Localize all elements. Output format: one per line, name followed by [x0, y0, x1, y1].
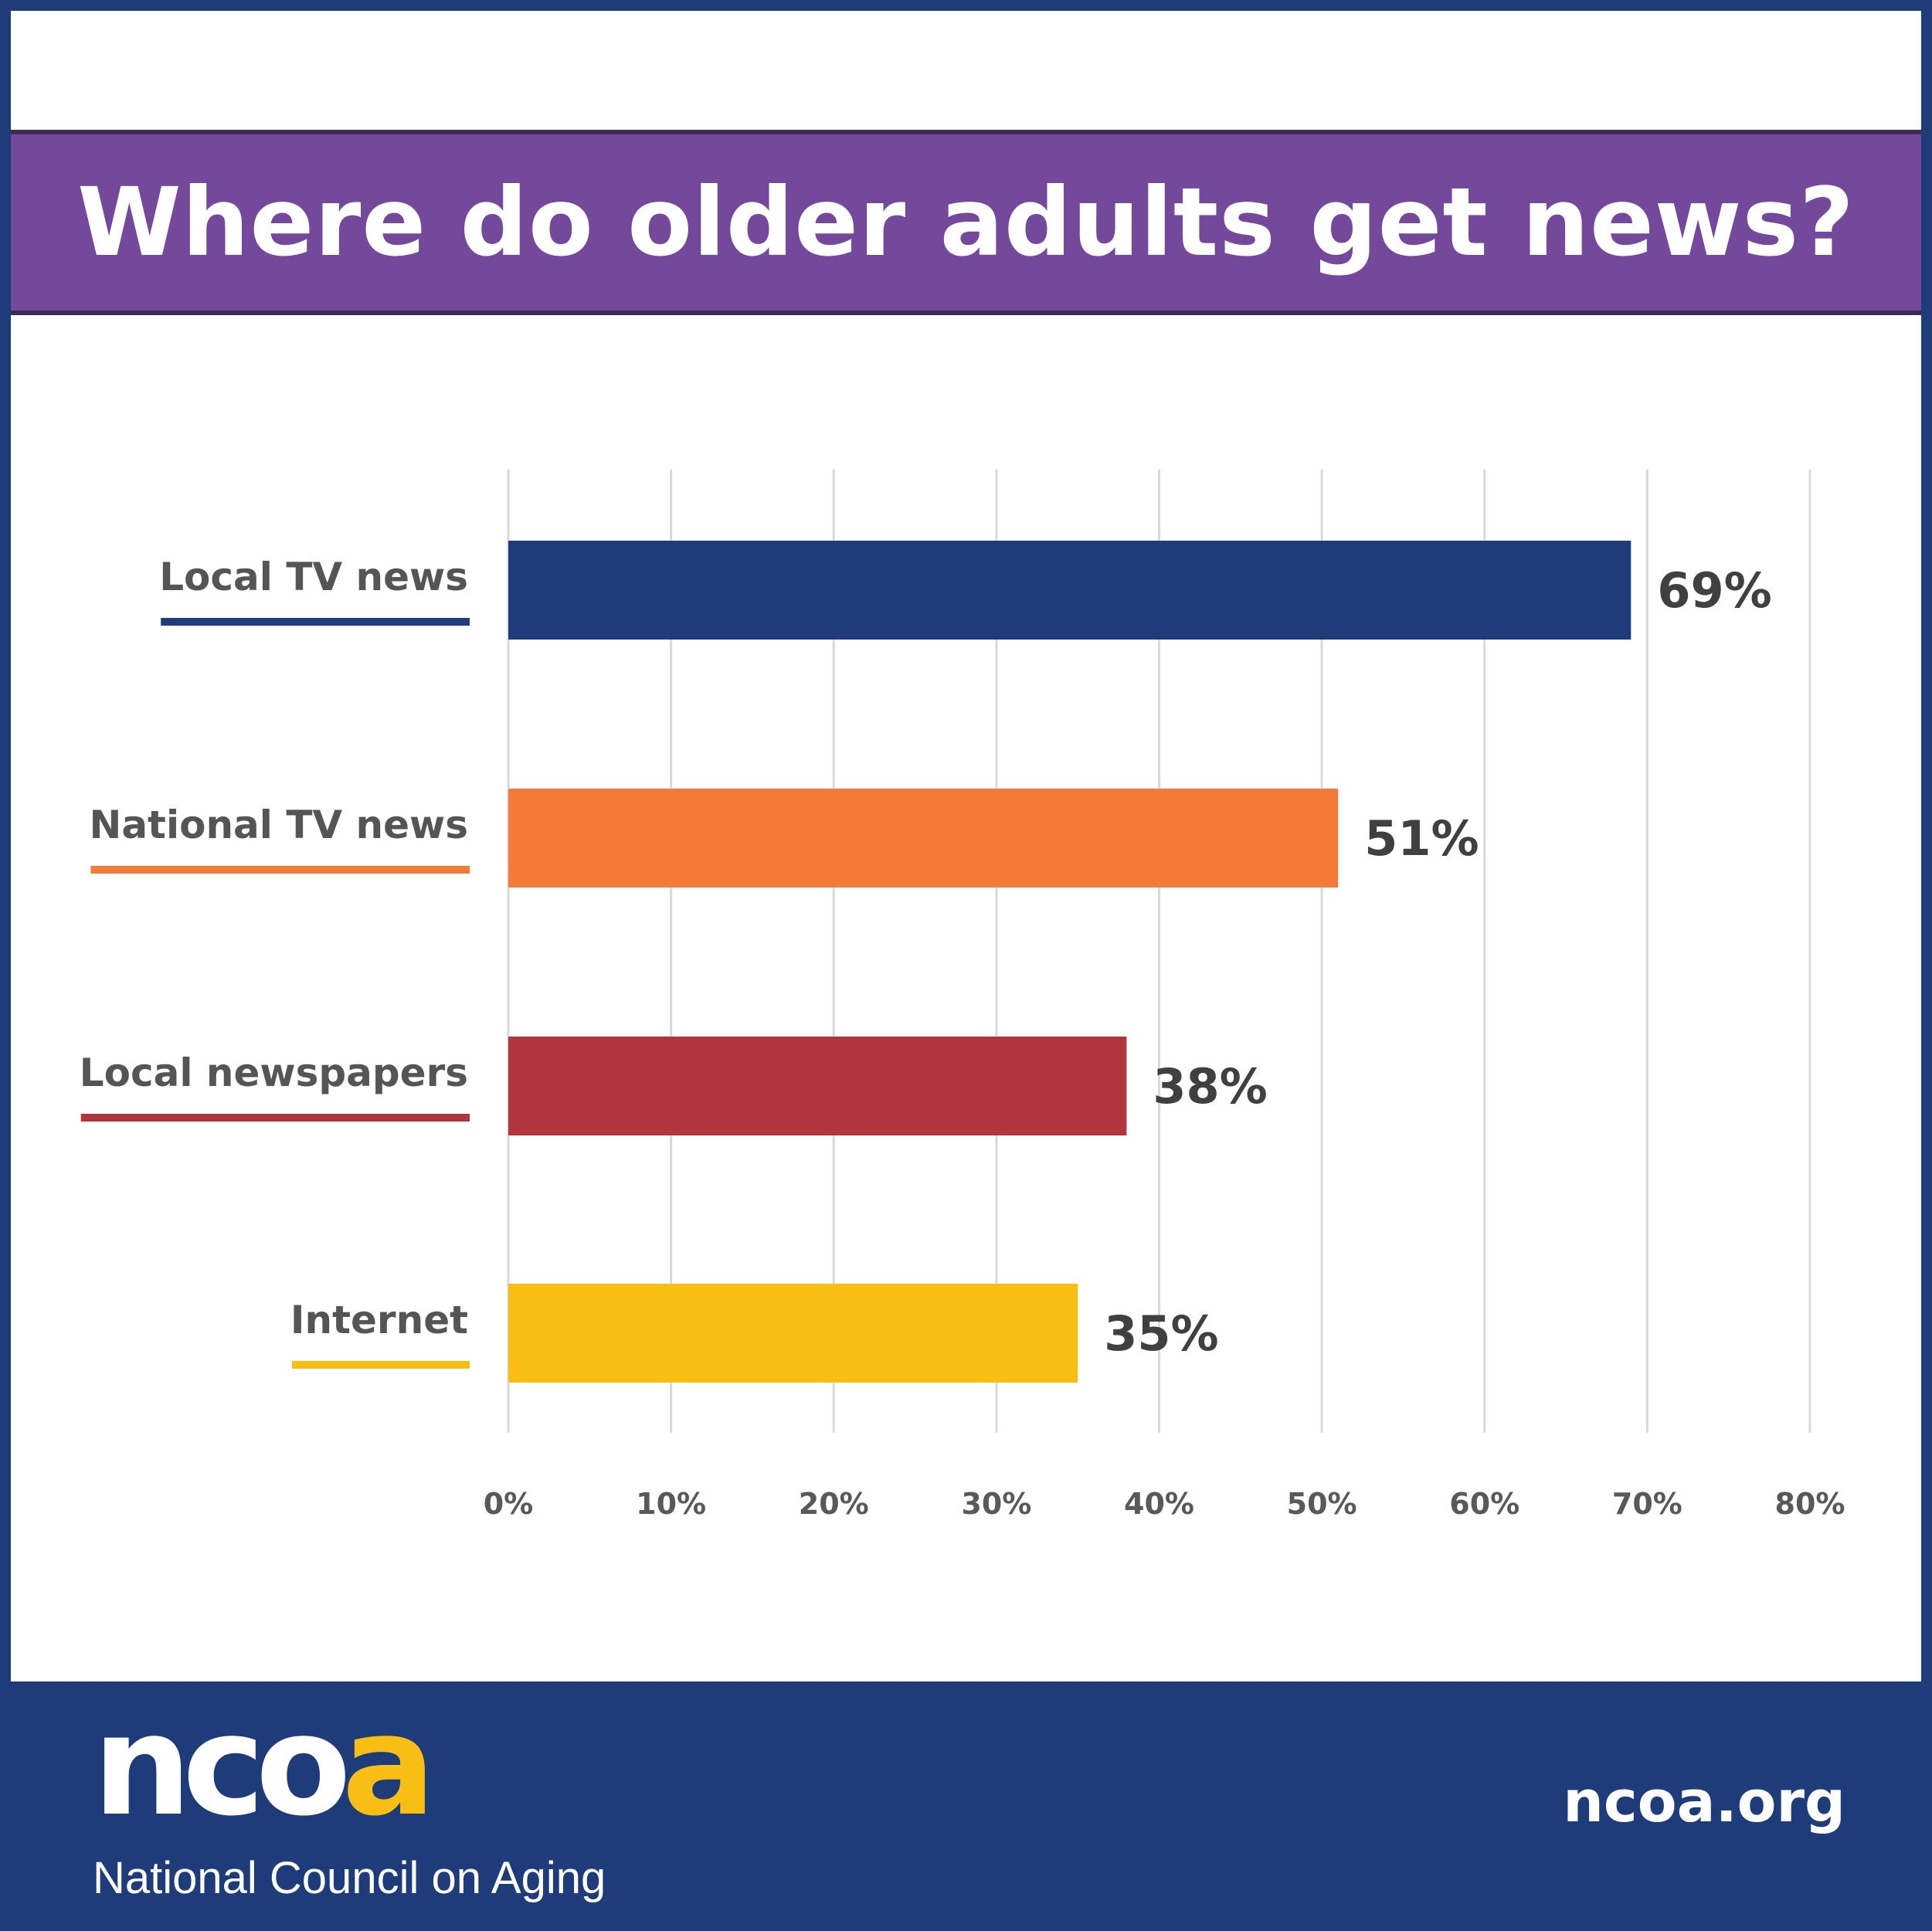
- logo-letter: a: [342, 1715, 426, 1831]
- ncoa-logo: ncoa National Council on Aging: [93, 1715, 649, 1903]
- bar: [508, 541, 1632, 640]
- logo-letter: o: [256, 1715, 345, 1831]
- category-underline: [90, 866, 470, 874]
- data-label: 35%: [1104, 1305, 1218, 1362]
- category-underline: [80, 1114, 470, 1122]
- org-name: National Council on Aging: [93, 1853, 606, 1903]
- category-label: Local newspapers: [80, 1050, 468, 1095]
- logo-letter: c: [182, 1715, 256, 1831]
- logo-letter: n: [93, 1715, 182, 1831]
- footer-bar: [0, 1682, 1932, 1931]
- x-tick-label: 80%: [1775, 1487, 1845, 1521]
- bar: [508, 1284, 1078, 1383]
- page-title: Where do older adults get news?: [77, 168, 1855, 277]
- bar: [508, 1037, 1127, 1135]
- bar: [508, 789, 1339, 887]
- title-banner: Where do older adults get news?: [11, 130, 1921, 315]
- ncoa-wordmark: ncoa: [93, 1715, 436, 1831]
- category-label: National TV news: [89, 803, 468, 847]
- category-label: Internet: [290, 1298, 468, 1342]
- x-tick-label: 50%: [1287, 1487, 1357, 1521]
- data-label: 51%: [1364, 810, 1479, 867]
- x-tick-label: 70%: [1612, 1487, 1682, 1521]
- category-underline: [291, 1361, 470, 1369]
- x-tick-label: 0%: [484, 1487, 534, 1521]
- x-tick-label: 30%: [961, 1487, 1031, 1521]
- x-tick-label: 40%: [1124, 1487, 1194, 1521]
- category-label: Local TV news: [159, 555, 468, 599]
- data-label: 69%: [1657, 562, 1771, 619]
- data-label: 38%: [1153, 1058, 1267, 1115]
- category-underline: [161, 618, 470, 626]
- site-url-link[interactable]: ncoa.org: [1563, 1769, 1845, 1835]
- x-tick-label: 20%: [799, 1487, 869, 1521]
- svg-text:ncoa: ncoa: [93, 1715, 426, 1831]
- x-tick-label: 60%: [1449, 1487, 1519, 1521]
- x-tick-label: 10%: [636, 1487, 706, 1521]
